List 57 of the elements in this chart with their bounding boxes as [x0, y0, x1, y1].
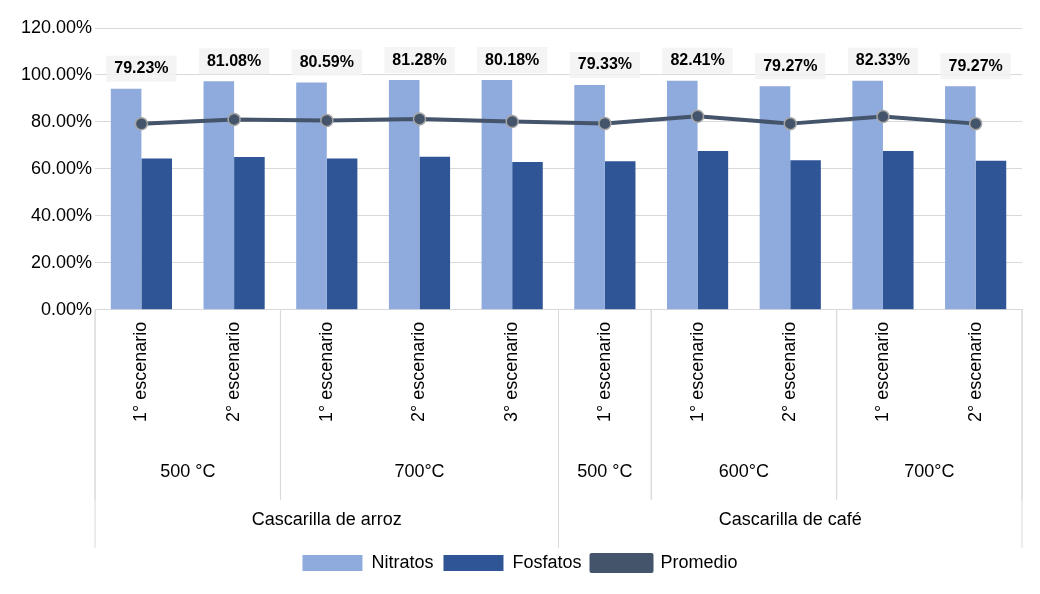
x-tick-label: 1° escenario	[871, 321, 892, 423]
text: 500 °C	[577, 460, 633, 481]
data-label: 82.33%	[855, 51, 911, 69]
bar	[945, 86, 976, 310]
data-label: 81.28%	[392, 50, 447, 68]
bar	[574, 85, 605, 310]
x-tick-label: 3° escenario	[501, 321, 522, 423]
text: 700°C	[904, 460, 955, 481]
y-tick-label: 80.00%	[31, 110, 93, 131]
data-label: 80.18%	[485, 50, 540, 68]
x-tick-label: 2° escenario	[408, 321, 429, 423]
bar	[141, 158, 172, 310]
bar	[388, 80, 420, 310]
bar	[790, 160, 821, 310]
text: 600°C	[718, 460, 770, 481]
x-tick-label: 2° escenario	[779, 321, 800, 423]
x-tick-label: 1° escenario	[686, 321, 707, 423]
data-label: 79.27%	[763, 56, 818, 74]
text: 700°C	[394, 460, 445, 481]
bar	[203, 81, 235, 310]
x-tick-label: 2° escenario	[223, 321, 244, 423]
bar	[882, 151, 914, 310]
y-tick-label: 20.00%	[31, 251, 93, 272]
bar	[604, 161, 636, 310]
data-label: 79.27%	[948, 56, 1003, 74]
legend-label: Promedio	[660, 551, 738, 572]
bar	[666, 80, 698, 310]
y-tick-label: 120.00%	[21, 16, 93, 37]
data-label: 79.33%	[577, 55, 633, 73]
bar	[975, 160, 1007, 310]
y-tick-label: 0.00%	[41, 298, 93, 319]
y-tick-label: 60.00%	[31, 157, 93, 178]
bar	[852, 80, 883, 310]
bar	[697, 151, 729, 310]
text: Cascarilla de arroz	[251, 508, 402, 529]
x-tick-label: 1° escenario	[315, 321, 336, 423]
x-tick-label: 2° escenario	[964, 321, 985, 423]
bar	[759, 86, 791, 310]
bar	[326, 158, 358, 310]
data-label: 82.41%	[670, 51, 725, 69]
x-tick-label: 1° escenario	[130, 321, 151, 423]
text: 500 °C	[160, 460, 216, 481]
data-label: 81.08%	[206, 51, 262, 69]
data-label: 79.23%	[114, 59, 169, 77]
bar	[481, 80, 513, 310]
bar	[296, 82, 327, 310]
text: Cascarilla de café	[718, 508, 862, 529]
x-tick-label: 1° escenario	[593, 321, 614, 423]
data-label: 80.59%	[299, 52, 354, 70]
y-tick-label: 100.00%	[21, 63, 93, 84]
bar	[234, 156, 265, 310]
bar	[110, 88, 142, 310]
y-tick-label: 40.00%	[31, 204, 93, 225]
bar	[419, 156, 451, 310]
bar	[512, 162, 543, 310]
legend-label: Fosfatos	[512, 551, 582, 572]
legend-label: Nitratos	[371, 551, 434, 572]
